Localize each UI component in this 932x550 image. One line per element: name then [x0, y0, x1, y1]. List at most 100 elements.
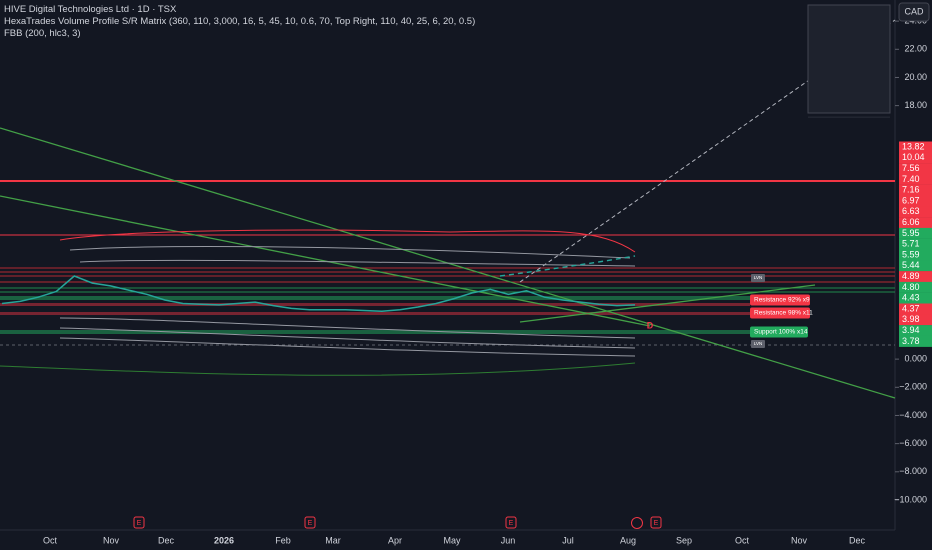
price-label: 10.04: [902, 152, 925, 162]
price-label: 5.71: [902, 239, 920, 249]
zone-label: Support 100% x14: [754, 329, 808, 336]
forecast-line: [499, 255, 636, 277]
band-upper: [59, 229, 636, 253]
x-tick-label: Sep: [676, 535, 692, 545]
support-zone: [0, 330, 750, 334]
price-label: 6.06: [902, 217, 920, 227]
price-label: 5.59: [902, 249, 920, 259]
earnings-marker: E: [509, 520, 514, 527]
symbol-title: HIVE Digital Technologies Ltd · 1D · TSX: [4, 4, 177, 15]
zone-label: Resistance 98% x11: [754, 310, 813, 317]
x-tick-label: Oct: [735, 535, 750, 545]
indicator-legend: HexaTrades Volume Profile S/R Matrix (36…: [4, 16, 475, 27]
x-tick-label: Jun: [501, 535, 516, 545]
y-tick-label: −4.000: [899, 410, 927, 420]
earnings-box: [133, 516, 145, 529]
price-label-box: [899, 206, 932, 218]
lvn-box: [751, 274, 765, 282]
band: [59, 317, 636, 339]
levels: [0, 19, 896, 399]
price-label-box: [899, 325, 932, 337]
earnings-marker: E: [654, 520, 659, 527]
price-line: [1, 275, 636, 312]
y-tick-label: 18.00: [904, 100, 927, 110]
price-label-box: [899, 335, 932, 347]
lvn-label: LVN: [754, 275, 762, 280]
y-tick-label: 20.00: [904, 72, 927, 82]
y-tick-label: −10.000: [894, 494, 927, 504]
earnings-marker: E: [308, 520, 313, 527]
indicator-legend: FBB (200, hlc3, 3): [4, 28, 81, 39]
price-label-box: [899, 163, 932, 175]
price-label-box: [899, 141, 932, 153]
band: [59, 327, 636, 349]
x-tick-label: Feb: [275, 535, 291, 545]
x-tick-label: Nov: [103, 535, 120, 545]
support-zone: [0, 296, 750, 300]
y-tick-label: −8.000: [899, 466, 927, 476]
x-tick-label: May: [443, 535, 461, 545]
price-label-box: [899, 249, 932, 261]
price-label: 5.95: [902, 228, 920, 238]
x-tick-label: Nov: [791, 535, 808, 545]
price-label: 3.94: [902, 325, 920, 335]
price-label: 6.63: [902, 206, 920, 216]
trend-line: [519, 284, 816, 323]
dividend-marker: D: [647, 320, 654, 330]
x-tick-label: 2026: [214, 535, 234, 545]
price-label-box: [899, 314, 932, 326]
price-label-box: [899, 281, 932, 293]
currency-button[interactable]: CAD: [898, 2, 930, 22]
trend-line: [0, 195, 651, 327]
price-label-box: [899, 173, 932, 185]
currency-box[interactable]: [898, 2, 930, 22]
price-label: 7.40: [902, 174, 920, 184]
y-tick-label: −2.000: [899, 382, 927, 392]
price-label: 7.56: [902, 163, 920, 173]
zone-label: Resistance 92% x9: [754, 297, 810, 304]
x-tick-label: Dec: [158, 535, 175, 545]
price-label: 5.44: [902, 260, 920, 270]
stats-background: [807, 4, 891, 114]
price-label-box: [899, 152, 932, 164]
price-label-box: [899, 227, 932, 239]
price-label-box: [899, 184, 932, 196]
band: [59, 337, 636, 357]
price-label-box: [899, 303, 932, 315]
lvn-box: [751, 340, 765, 348]
currency[interactable]: CAD: [904, 6, 924, 16]
resistance-zone: [0, 312, 750, 315]
resistance-zone: [0, 303, 750, 306]
zone-label-box: [750, 326, 808, 338]
x-tick-label: Mar: [325, 535, 341, 545]
zone-label-box: [750, 307, 810, 319]
band: [79, 259, 636, 267]
price-label: 7.16: [902, 185, 920, 195]
price-label: 13.82: [902, 141, 925, 151]
price-label: 3.98: [902, 314, 920, 324]
earnings-box: [650, 516, 662, 529]
price-label-box: [899, 195, 932, 207]
y-tick-label: 22.00: [904, 44, 927, 54]
price-label: 4.37: [902, 303, 920, 313]
price-label: 6.97: [902, 195, 920, 205]
price-label: 4.89: [902, 271, 920, 281]
lvn-label: LVN: [754, 341, 762, 346]
price-label: 3.78: [902, 336, 920, 346]
price-label-box: [899, 238, 932, 250]
earnings-box: [505, 516, 517, 529]
x-tick-label: Dec: [849, 535, 866, 545]
zone-label-box: [750, 294, 810, 306]
price-label-box: [899, 260, 932, 272]
band-lower: [0, 362, 636, 376]
price-label-box: [899, 292, 932, 304]
x-tick-label: Oct: [43, 535, 58, 545]
price-label-box: [899, 217, 932, 229]
x-tick-label: Aug: [620, 535, 636, 545]
y-tick-label: 0.000: [904, 354, 927, 364]
band: [69, 245, 631, 259]
price-label: 4.43: [902, 293, 920, 303]
